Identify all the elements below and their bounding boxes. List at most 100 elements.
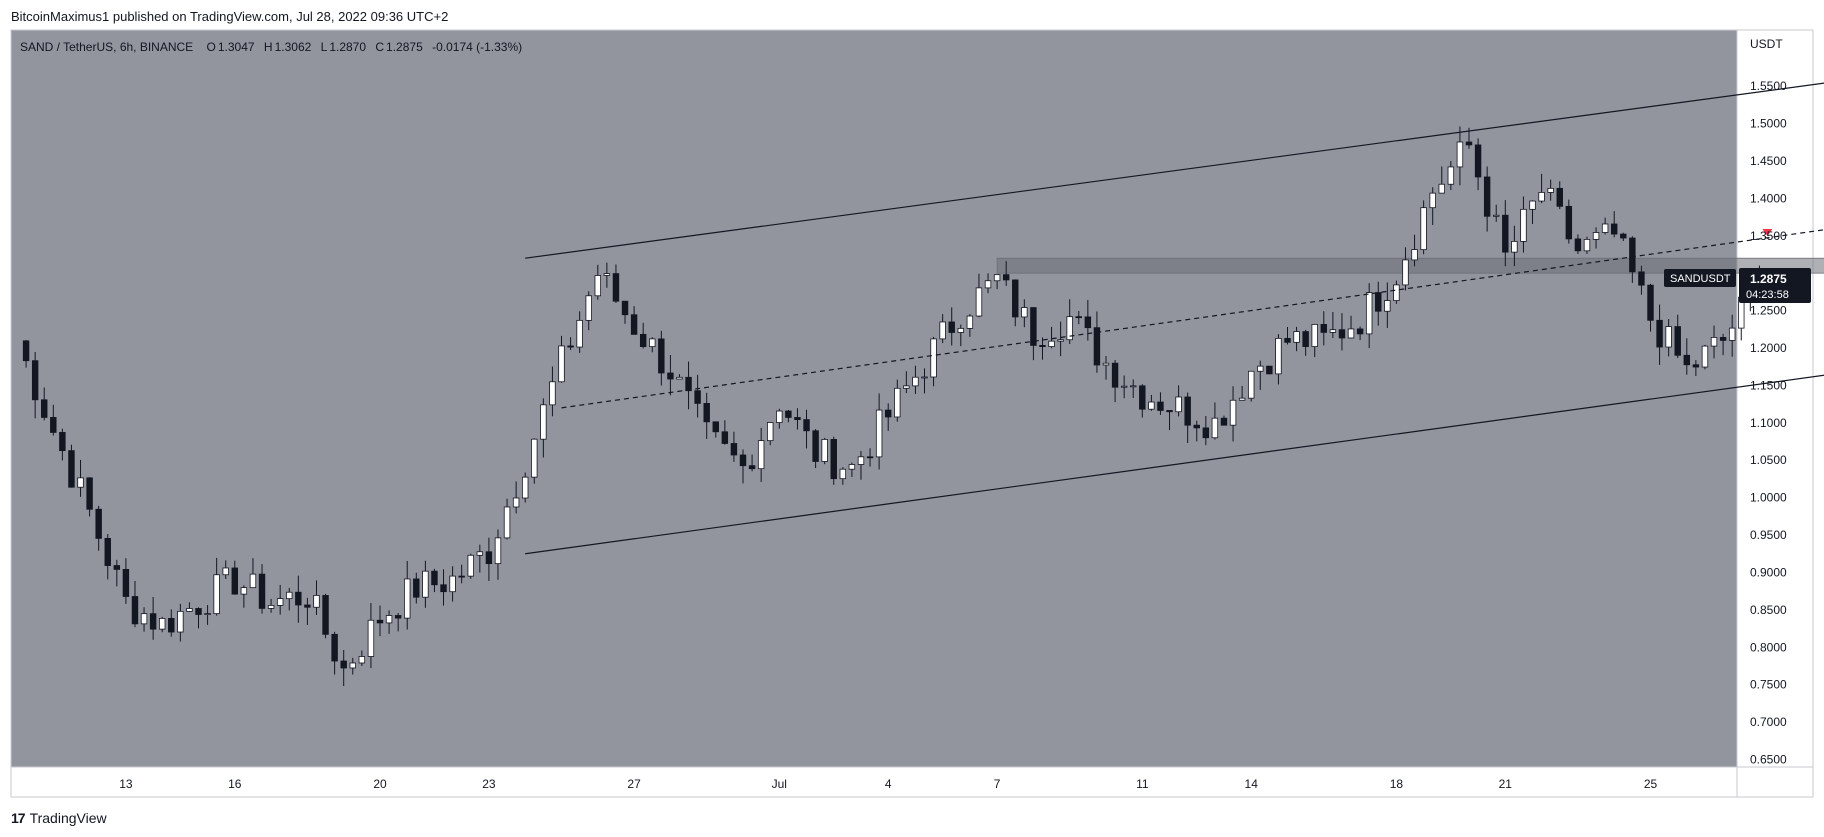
candle-up [385, 615, 393, 624]
candle-down [394, 615, 402, 619]
candle-down [258, 573, 266, 609]
candle-up [1511, 241, 1518, 253]
y-tick-label: 1.0000 [1750, 491, 1787, 505]
candle-down [1266, 365, 1273, 375]
candle-up [984, 280, 992, 289]
candle-down [1674, 326, 1681, 356]
candle-down [658, 338, 665, 374]
candle-up [894, 387, 901, 418]
time-axis-labels: 13 16 20 23 27 Jul 4 7 11 14 18 21 25 [119, 777, 1657, 791]
channel-midline [561, 229, 1824, 409]
candle-down [22, 340, 30, 362]
candle-up [358, 656, 366, 664]
y-tick-label: 1.4000 [1750, 191, 1787, 205]
candles-layer [22, 126, 1763, 687]
tradingview-logo[interactable]: 17 TradingView [11, 810, 107, 826]
candle-down [1656, 319, 1663, 348]
candle-up [921, 376, 928, 379]
candle-down [730, 443, 738, 456]
candle-down [739, 454, 747, 467]
candle-up [1411, 249, 1418, 261]
candle-up [821, 439, 828, 462]
x-tick-label: Jul [772, 777, 787, 791]
candle-up [540, 404, 547, 440]
candle-up [158, 618, 166, 630]
candle-up [1384, 300, 1391, 312]
candle-up [857, 456, 865, 465]
candle-up [313, 595, 320, 608]
candle-up [512, 497, 520, 508]
candle-down [1556, 187, 1563, 207]
candle-up [930, 338, 937, 378]
candle-down [1202, 427, 1210, 439]
candle-down [567, 345, 574, 348]
y-tick-label: 1.5500 [1750, 79, 1787, 93]
time-axis-pane[interactable] [11, 767, 1737, 797]
candle-up [957, 327, 965, 333]
candle-up [839, 468, 847, 480]
candle-up [549, 381, 556, 406]
y-tick-label: 0.8000 [1750, 640, 1787, 654]
candle-up [1493, 214, 1500, 217]
candle-down [458, 575, 465, 578]
candle-down [1166, 410, 1173, 413]
candle-up [993, 274, 1001, 282]
candle-down [304, 604, 311, 608]
candle-up [1601, 223, 1609, 233]
x-tick-label: 21 [1499, 777, 1513, 791]
candle-up [903, 385, 910, 389]
candle-up [848, 464, 856, 470]
legend-c-label: C [375, 40, 384, 54]
legend-symbol[interactable]: SAND / TetherUS, 6h, BINANCE [20, 40, 193, 54]
candle-down [1638, 271, 1645, 286]
candle-down [667, 372, 674, 380]
ohlc-legend: SAND / TetherUS, 6h, BINANCE O 1.3047 H 1.… [20, 40, 522, 54]
candle-down [113, 565, 121, 570]
candle-down [485, 551, 493, 565]
legend-l-value: 1.2870 [329, 40, 366, 54]
candle-up [875, 409, 883, 458]
candle-up [1275, 338, 1282, 375]
resistance-zone-layer [996, 257, 1824, 274]
candle-down [703, 403, 710, 423]
candle-down [195, 608, 202, 615]
candle-down [231, 567, 239, 595]
candle-up [286, 591, 293, 600]
candle-down [621, 300, 629, 316]
candle-down [1629, 237, 1636, 273]
y-tick-label: 1.1000 [1750, 416, 1787, 430]
candle-down [748, 465, 756, 470]
candle-down [95, 508, 102, 539]
x-tick-label: 23 [482, 777, 496, 791]
candle-down [1483, 176, 1491, 217]
price-axis-pane[interactable] [1737, 30, 1813, 767]
x-tick-label: 11 [1136, 777, 1149, 791]
candle-up [676, 376, 683, 380]
candle-down [1075, 316, 1082, 319]
candle-down [440, 584, 447, 593]
symbol-label-bg [1664, 269, 1736, 287]
candle-down [1093, 327, 1101, 366]
candle-up [1066, 316, 1073, 341]
candle-up [1583, 238, 1591, 252]
x-tick-label: 13 [119, 777, 133, 791]
legend-o-label: O [207, 40, 216, 54]
candle-down [1084, 316, 1092, 329]
sell-arrow-icon [1762, 229, 1773, 237]
candle-down [803, 419, 810, 432]
candle-up [1175, 396, 1182, 413]
candle-up [975, 287, 983, 317]
candle-up [1393, 284, 1400, 301]
candle-up [1728, 327, 1736, 341]
candle-down [1683, 354, 1691, 366]
candle-up [222, 567, 229, 576]
chart-pane[interactable] [11, 30, 1737, 767]
candle-down [685, 376, 692, 392]
price-label-bg [1739, 268, 1811, 303]
candle-up [594, 275, 602, 297]
candle-down [1039, 345, 1046, 347]
candle-up [186, 608, 193, 612]
y-tick-label: 0.7000 [1750, 715, 1787, 729]
candle-down [1139, 385, 1146, 410]
candle-down [1647, 284, 1654, 321]
